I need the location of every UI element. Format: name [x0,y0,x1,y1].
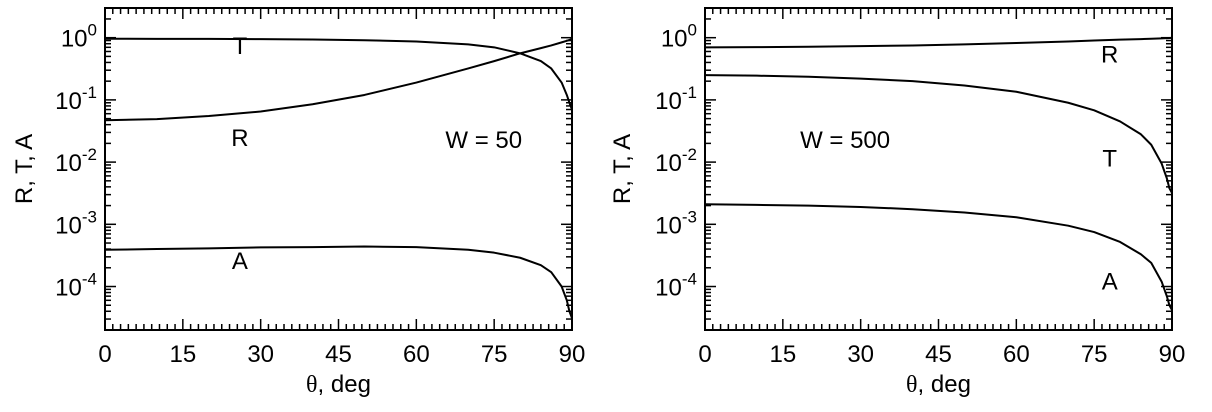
y-tick-label: 10-2 [655,145,697,177]
annotation-text: W = 50 [445,127,522,154]
x-tick-label: 15 [769,341,796,368]
y-axis-title: R, T, A [609,134,636,204]
x-tick-label: 0 [98,341,111,368]
y-tick-label: 100 [61,21,97,53]
x-tick-label: 75 [481,341,508,368]
series-R-curve [104,38,573,122]
plot-frame [104,7,573,331]
series-R-curve [704,36,1173,49]
y-tick-label: 10-1 [55,83,97,115]
y-axis-title: R, T, A [11,134,38,204]
series-A-curve [704,203,1173,311]
y-tick-label: 10-3 [655,207,697,239]
y-tick-label: 10-3 [55,207,97,239]
x-tick-label: 45 [925,341,952,368]
x-axis-title: θ, deg [906,371,971,398]
series-A-label: A [232,248,248,275]
x-axis-title: θ, deg [306,371,371,398]
x-tick-label: 60 [1003,341,1030,368]
y-tick-label: 100 [661,21,697,53]
series-T-curve [704,74,1173,194]
right-panel: 0 15 30 45 60 75 90 100 10-1 10-2 10-3 10-4 θ, deg R,… [609,7,1186,398]
x-tick-label: 75 [1081,341,1108,368]
series-R-label: R [231,125,248,152]
series-T-curve [104,37,573,110]
x-tick-label: 60 [403,341,430,368]
annotation-text: W = 500 [800,127,890,154]
x-tick-label: 90 [1159,341,1186,368]
left-panel: 0 15 30 45 60 75 90 100 10-1 10-2 10-3 10-4 θ, deg R,… [11,7,586,398]
x-tick-label: 45 [325,341,352,368]
series-A-label: A [1102,268,1118,295]
series-T-label: T [1102,145,1117,172]
y-tick-label: 10-2 [55,145,97,177]
x-tick-label: 15 [169,341,196,368]
x-tick-label: 0 [698,341,711,368]
y-tick-label: 10-4 [655,270,697,302]
series-R-label: R [1101,41,1118,68]
x-tick-label: 30 [847,341,874,368]
x-tick-label: 90 [559,341,586,368]
x-tick-label: 30 [247,341,274,368]
series-T-label: T [233,33,248,60]
y-tick-label: 10-1 [655,83,697,115]
series-A-curve [104,245,573,319]
y-tick-label: 10-4 [55,270,97,302]
